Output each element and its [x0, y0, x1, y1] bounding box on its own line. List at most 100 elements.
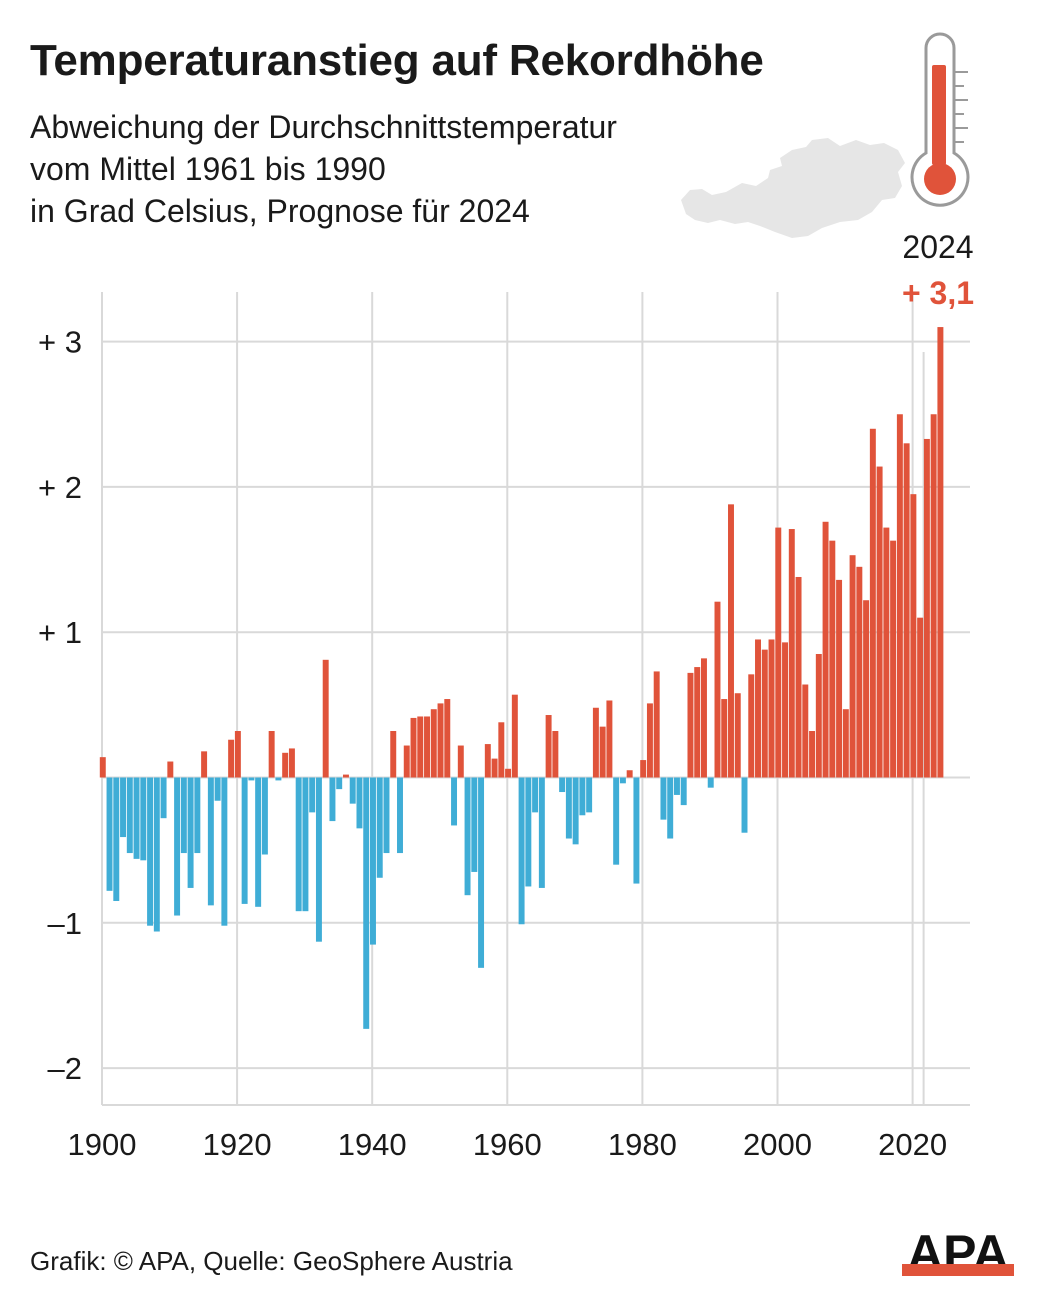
- source-note: Grafik: © APA, Quelle: GeoSphere Austria: [30, 1246, 513, 1276]
- y-tick-label: –2: [48, 1051, 82, 1086]
- bar-1938: [356, 777, 363, 829]
- bar-1919: [228, 739, 235, 778]
- bar-1984: [667, 777, 674, 839]
- bar-2007: [822, 521, 829, 778]
- bar-1972: [586, 777, 593, 813]
- bar-1995: [741, 777, 748, 833]
- y-tick-label: + 2: [38, 470, 82, 505]
- bar-1973: [592, 707, 599, 778]
- bar-1921: [241, 777, 248, 904]
- bar-2017: [890, 540, 897, 778]
- bar-1923: [255, 777, 262, 907]
- subtitle-line-1: Abweichung der Durchschnittstemperatur: [30, 109, 617, 145]
- bar-1957: [484, 744, 491, 778]
- bar-1929: [295, 777, 302, 912]
- bar-1993: [728, 504, 734, 778]
- bar-1954: [464, 777, 471, 896]
- bar-1960: [505, 768, 512, 778]
- bar-2023: [930, 414, 937, 778]
- bar-1980: [640, 760, 647, 778]
- bar-2015: [876, 466, 883, 778]
- bar-1924: [261, 777, 268, 855]
- y-tick-label: + 1: [38, 615, 82, 650]
- bar-1928: [288, 748, 295, 778]
- bar-2001: [782, 642, 789, 778]
- bar-1942: [383, 777, 390, 854]
- bar-1996: [748, 674, 755, 778]
- bar-2020: [910, 494, 917, 778]
- bar-2022: [923, 438, 930, 778]
- bar-1926: [275, 777, 282, 781]
- bar-1974: [599, 726, 606, 778]
- bar-1904: [126, 777, 133, 854]
- annotation-year-label: 2024: [902, 229, 973, 265]
- logo-bar: [902, 1264, 1014, 1276]
- bar-1933: [322, 659, 329, 778]
- bar-1970: [572, 777, 579, 845]
- bar-2000: [775, 527, 782, 778]
- bar-1945: [403, 745, 410, 778]
- bar-2003: [795, 576, 802, 778]
- bar-1969: [565, 777, 572, 839]
- bar-1953: [457, 745, 464, 778]
- bar-1967: [552, 731, 559, 778]
- bar-2013: [863, 600, 870, 778]
- bar-1986: [680, 777, 687, 806]
- bar-1956: [478, 777, 485, 968]
- bar-1979: [633, 777, 640, 884]
- bar-1978: [626, 770, 633, 778]
- bar-1931: [309, 777, 316, 813]
- bar-1940: [370, 777, 376, 945]
- bar-1975: [606, 700, 613, 778]
- bar-1965: [538, 777, 545, 888]
- bar-1911: [174, 777, 181, 916]
- bar-1987: [687, 672, 694, 778]
- bar-1959: [498, 722, 505, 778]
- bar-1930: [302, 777, 309, 912]
- x-tick-label: 1980: [608, 1127, 677, 1162]
- bar-1937: [349, 777, 356, 804]
- bar-1951: [444, 699, 451, 778]
- bar-2006: [815, 653, 822, 778]
- bar-1913: [187, 777, 194, 888]
- subtitle-line-3: in Grad Celsius, Prognose für 2024: [30, 193, 530, 229]
- bar-1927: [282, 752, 289, 778]
- thermometer-icon: [910, 32, 970, 207]
- bar-1906: [140, 777, 147, 861]
- bar-1971: [579, 777, 586, 816]
- bar-2018: [896, 414, 903, 778]
- bar-1982: [653, 671, 660, 778]
- bar-1922: [248, 777, 255, 781]
- bar-1907: [147, 777, 154, 926]
- bar-1962: [518, 777, 525, 925]
- bar-1910: [167, 761, 174, 778]
- bar-1998: [761, 649, 768, 778]
- bar-1952: [451, 777, 458, 826]
- bar-1941: [376, 777, 383, 878]
- bar-1902: [113, 777, 120, 902]
- bar-1991: [714, 601, 721, 778]
- bar-2019: [903, 443, 910, 778]
- bar-1988: [694, 667, 701, 778]
- bar-1955: [471, 777, 478, 872]
- bar-1961: [511, 694, 518, 778]
- bar-1925: [268, 731, 275, 778]
- bar-2012: [856, 566, 863, 778]
- bar-2004: [802, 684, 809, 778]
- bar-1905: [133, 777, 140, 859]
- x-tick-label: 1900: [68, 1127, 137, 1162]
- bar-1997: [755, 639, 761, 778]
- bar-1935: [336, 777, 343, 790]
- bar-1990: [707, 777, 714, 788]
- bar-1908: [153, 777, 160, 932]
- bar-1948: [424, 716, 430, 778]
- bar-1917: [214, 777, 221, 801]
- bar-1983: [660, 777, 667, 820]
- subtitle-line-2: vom Mittel 1961 bis 1990: [30, 151, 386, 187]
- austria-map-icon: [681, 138, 905, 238]
- bar-2010: [842, 709, 849, 778]
- bar-1976: [613, 777, 620, 865]
- bar-2014: [869, 428, 876, 778]
- y-tick-label: –1: [48, 906, 82, 941]
- bar-1912: [180, 777, 187, 854]
